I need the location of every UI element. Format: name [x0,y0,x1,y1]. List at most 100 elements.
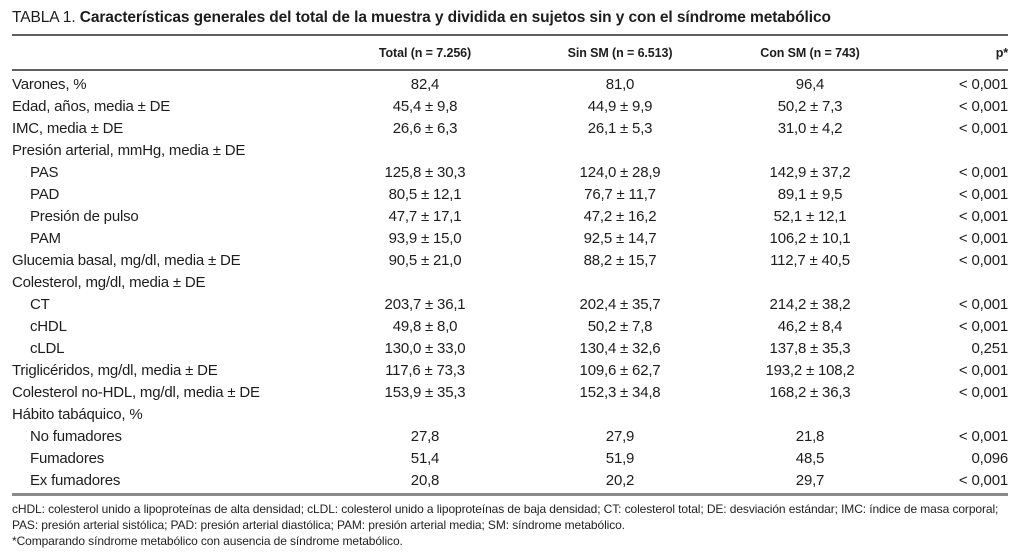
row-label: PAD [30,186,60,203]
table-row: PAS 125,8 ± 30,3 124,0 ± 28,9 142,9 ± 37,2 <… [12,162,1008,184]
cell-sin-sm: 51,9 [605,450,635,467]
cell-sin-sm: 27,9 [605,428,635,445]
data-table: Total (n = 7.256) Sin SM (n = 6.513) Con… [12,36,1008,492]
table-row: Fumadores 51,4 51,9 48,5 0,096 [12,448,1008,470]
cell-p-value: 0,096 [971,450,1008,467]
cell-total: 26,6 ± 6,3 [392,120,458,137]
table-row: cHDL 49,8 ± 8,0 50,2 ± 7,8 46,2 ± 8,4 < 0,00… [12,316,1008,338]
cell-con-sm: 46,2 ± 8,4 [777,318,843,335]
table-number: TABLA 1. [12,9,76,26]
cell-p-value: < 0,001 [958,428,1008,445]
cell-sin-sm: 88,2 ± 15,7 [583,252,657,269]
cell-total: 80,5 ± 12,1 [388,186,462,203]
cell-total [330,272,520,294]
table-row: PAD 80,5 ± 12,1 76,7 ± 11,7 89,1 ± 9,5 < 0,0… [12,184,1008,206]
row-label: Edad, años, media ± DE [12,98,171,115]
row-label: No fumadores [30,428,122,445]
header-sin-sm: Sin SM (n = 6.513) [567,45,673,60]
cell-total: 45,4 ± 9,8 [392,98,458,115]
cell-p-value: < 0,001 [958,362,1008,379]
table-row: Glucemia basal, mg/dl, media ± DE 90,5 ± … [12,250,1008,272]
cell-sin-sm: 81,0 [605,76,635,93]
row-label: Glucemia basal, mg/dl, media ± DE [12,252,241,269]
cell-p-value: < 0,001 [958,252,1008,269]
cell-p-value [900,272,1008,294]
cell-sin-sm [520,404,720,426]
cell-con-sm: 21,8 [795,428,825,445]
row-label: cHDL [30,318,67,335]
cell-sin-sm [520,140,720,162]
table-row: No fumadores 27,8 27,9 21,8 < 0,001 [12,426,1008,448]
footnote-asterisk: *Comparando síndrome metabólico con ause… [12,534,403,548]
table-header: Total (n = 7.256) Sin SM (n = 6.513) Con… [12,36,1008,70]
cell-sin-sm: 124,0 ± 28,9 [579,164,661,181]
cell-p-value: < 0,001 [958,76,1008,93]
cell-sin-sm: 202,4 ± 35,7 [579,296,661,313]
row-label: Colesterol no-HDL, mg/dl, media ± DE [12,384,260,401]
header-total: Total (n = 7.256) [378,45,472,60]
cell-sin-sm: 152,3 ± 34,8 [579,384,661,401]
cell-total: 20,8 [410,472,440,489]
cell-p-value: < 0,001 [958,384,1008,401]
cell-con-sm: 106,2 ± 10,1 [769,230,851,247]
row-label: Presión arterial, mmHg, media ± DE [12,142,246,159]
cell-p-value: 0,251 [971,340,1008,357]
cell-con-sm [720,404,900,426]
table-caption: TABLA 1. Características generales del t… [12,6,1008,34]
bottom-rule [12,493,1008,496]
table-row: PAM 93,9 ± 15,0 92,5 ± 14,7 106,2 ± 10,1 < 0… [12,228,1008,250]
cell-p-value: < 0,001 [958,208,1008,225]
cell-sin-sm: 47,2 ± 16,2 [583,208,657,225]
cell-con-sm [720,140,900,162]
cell-sin-sm: 44,9 ± 9,9 [587,98,653,115]
cell-total [330,404,520,426]
cell-sin-sm: 109,6 ± 62,7 [579,362,661,379]
cell-total: 125,8 ± 30,3 [384,164,466,181]
table-row: Hábito tabáquico, % [12,404,1008,426]
row-label: Hábito tabáquico, % [12,406,143,423]
cell-p-value [900,404,1008,426]
table-row: Edad, años, media ± DE 45,4 ± 9,8 44,9 ± 9… [12,96,1008,118]
cell-p-value: < 0,001 [958,296,1008,313]
table-title: Características generales del total de l… [79,9,831,26]
row-label: Varones, % [12,76,87,93]
row-label: Triglicéridos, mg/dl, media ± DE [12,362,218,379]
cell-con-sm: 193,2 ± 108,2 [765,362,855,379]
cell-sin-sm: 50,2 ± 7,8 [587,318,653,335]
row-label: cLDL [30,340,65,357]
cell-p-value: < 0,001 [958,186,1008,203]
cell-con-sm: 137,8 ± 35,3 [769,340,851,357]
cell-con-sm [720,272,900,294]
cell-p-value: < 0,001 [958,472,1008,489]
cell-total: 153,9 ± 35,3 [384,384,466,401]
cell-total: 47,7 ± 17,1 [388,208,462,225]
cell-con-sm: 48,5 [795,450,825,467]
cell-total: 82,4 [410,76,440,93]
header-row: Total (n = 7.256) Sin SM (n = 6.513) Con… [12,36,1008,70]
cell-total: 90,5 ± 21,0 [388,252,462,269]
cell-sin-sm: 130,4 ± 32,6 [579,340,661,357]
cell-sin-sm [520,272,720,294]
cell-total [330,140,520,162]
cell-con-sm: 29,7 [795,472,825,489]
top-rule [12,34,1008,36]
cell-p-value: < 0,001 [958,120,1008,137]
cell-total: 49,8 ± 8,0 [392,318,458,335]
cell-p-value: < 0,001 [958,164,1008,181]
row-label: PAS [30,164,59,181]
cell-p-value: < 0,001 [958,318,1008,335]
row-label: IMC, media ± DE [12,120,124,137]
table-row: CT 203,7 ± 36,1 202,4 ± 35,7 214,2 ± 38,2 < … [12,294,1008,316]
cell-total: 27,8 [410,428,440,445]
cell-con-sm: 142,9 ± 37,2 [769,164,851,181]
table-row: cLDL 130,0 ± 33,0 130,4 ± 32,6 137,8 ± 35,3… [12,338,1008,360]
row-label: Presión de pulso [30,208,139,225]
cell-sin-sm: 26,1 ± 5,3 [587,120,653,137]
table-row: Ex fumadores 20,8 20,2 29,7 < 0,001 [12,470,1008,492]
cell-con-sm: 168,2 ± 36,3 [769,384,851,401]
row-label: Ex fumadores [30,472,121,489]
cell-con-sm: 31,0 ± 4,2 [777,120,843,137]
cell-p-value: < 0,001 [958,98,1008,115]
row-label: PAM [30,230,61,247]
